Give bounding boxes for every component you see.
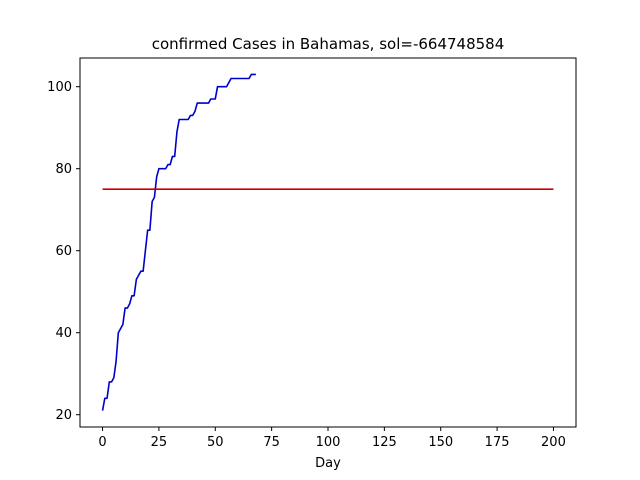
x-tick-label: 50 bbox=[207, 435, 224, 450]
y-tick-label: 100 bbox=[47, 80, 72, 95]
y-tick-label: 60 bbox=[55, 244, 72, 259]
x-tick-label: 200 bbox=[541, 435, 566, 450]
x-tick-label: 125 bbox=[372, 435, 397, 450]
y-tick-label: 40 bbox=[55, 326, 72, 341]
x-tick-label: 100 bbox=[316, 435, 341, 450]
x-axis-label: Day bbox=[315, 456, 341, 471]
x-tick-label: 175 bbox=[485, 435, 510, 450]
y-axis: 20 40 60 80 100 bbox=[47, 80, 80, 423]
series-layer bbox=[101, 73, 554, 411]
x-axis: 0 25 50 75 100 125 150 175 200 bbox=[98, 427, 566, 450]
y-tick-label: 20 bbox=[55, 408, 72, 423]
chart-title: confirmed Cases in Bahamas, sol=-6647485… bbox=[152, 35, 505, 53]
x-tick-label: 150 bbox=[428, 435, 453, 450]
series-line-1 bbox=[101, 73, 256, 411]
x-tick-label: 0 bbox=[98, 435, 106, 450]
x-tick-label: 25 bbox=[151, 435, 168, 450]
x-tick-label: 75 bbox=[263, 435, 280, 450]
y-tick-label: 80 bbox=[55, 162, 72, 177]
